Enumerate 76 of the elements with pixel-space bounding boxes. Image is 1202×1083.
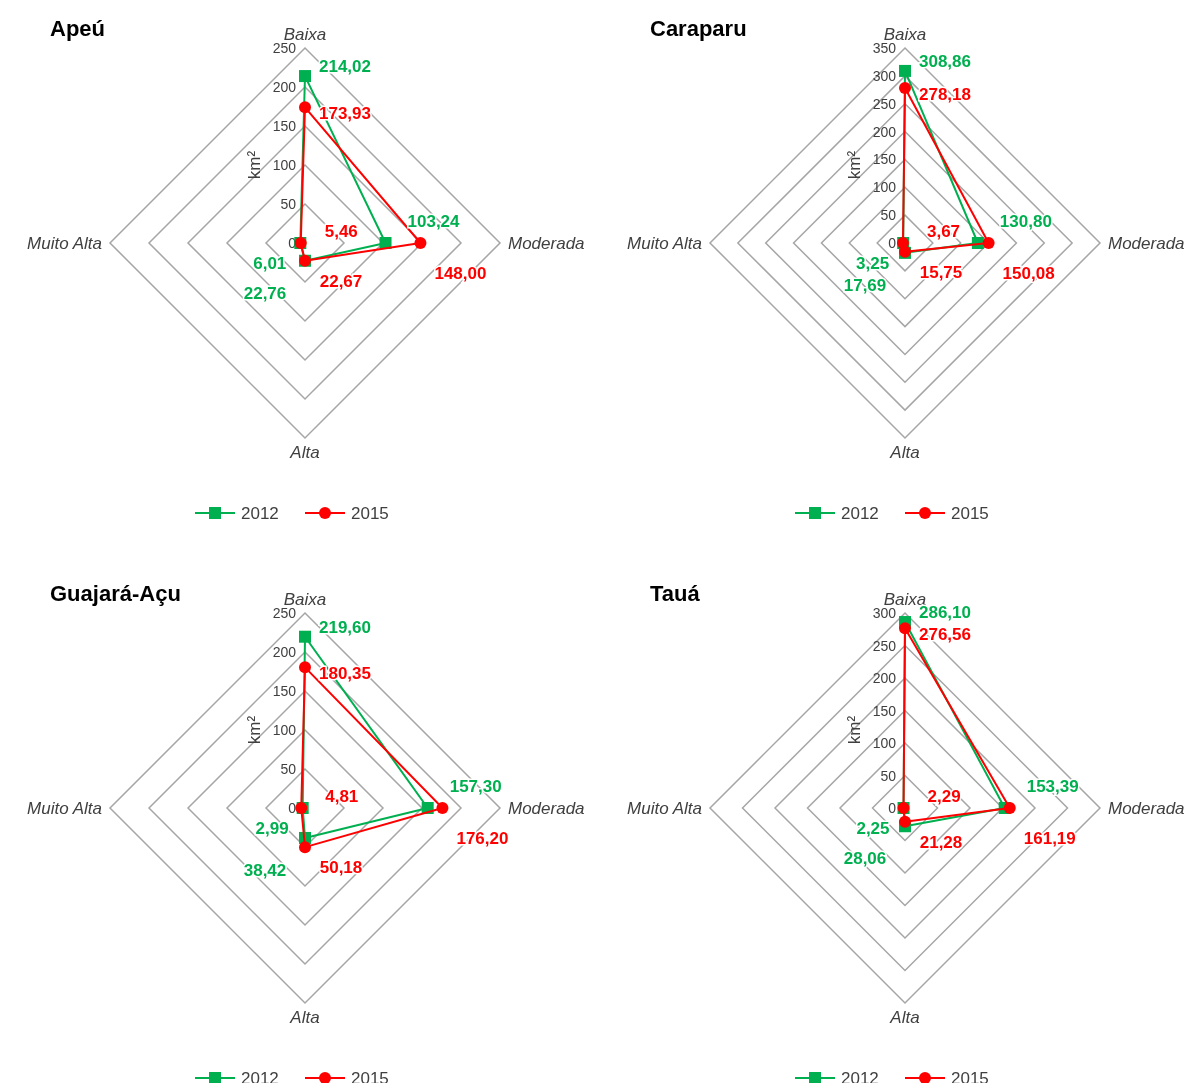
- spoke-label: Alta: [289, 443, 320, 462]
- data-label: 3,25: [856, 254, 890, 273]
- chart-title: Tauá: [650, 581, 701, 606]
- y-tick-label: 50: [280, 761, 297, 777]
- data-label: 4,81: [325, 787, 359, 806]
- y-tick-label: 100: [272, 722, 297, 738]
- data-label: 6,01: [253, 254, 287, 273]
- y-tick-label: 150: [272, 118, 297, 134]
- y-tick-label: 100: [272, 157, 297, 173]
- y-tick-label: 100: [872, 179, 897, 196]
- spoke-label: Muito Alta: [627, 234, 702, 253]
- spoke-label: Muito Alta: [27, 234, 102, 253]
- data-label: 17,69: [843, 275, 887, 295]
- y-tick-label: 50: [880, 767, 897, 784]
- y-tick-label: 200: [272, 79, 297, 95]
- data-label: 22,76: [243, 283, 287, 303]
- chart-title: Guajará-Açu: [50, 581, 181, 606]
- spoke-label: Muito Alta: [627, 799, 702, 818]
- data-label: 28,06: [843, 849, 887, 869]
- y-tick-label: 150: [272, 683, 297, 699]
- y-tick-label: 50: [280, 196, 297, 212]
- spoke-label: Moderada: [508, 799, 585, 818]
- data-label: 148,00: [434, 264, 487, 283]
- legend-label: 2012: [841, 504, 879, 523]
- data-label: 5,46: [324, 222, 358, 241]
- spoke-label: Alta: [889, 443, 920, 462]
- y-tick-label: 250: [872, 637, 897, 654]
- data-label: 3,67: [926, 222, 961, 241]
- y-tick-label: 300: [872, 67, 897, 84]
- data-label: 22,67: [319, 271, 363, 291]
- data-label: 153,39: [1026, 777, 1079, 796]
- data-label: 161,19: [1023, 829, 1076, 848]
- spoke-label: Alta: [289, 1008, 320, 1027]
- data-label: 21,28: [919, 832, 963, 852]
- legend-label: 2015: [951, 504, 989, 523]
- y-tick-label: 50: [880, 207, 897, 224]
- data-label: 214,02: [319, 57, 371, 77]
- spoke-label: Moderada: [1108, 234, 1185, 253]
- data-label: 157,30: [449, 777, 502, 796]
- chart-title: Apeú: [50, 16, 105, 41]
- y-tick-label: 0: [888, 800, 897, 816]
- y-tick-label: 250: [872, 95, 897, 112]
- data-label: 219,60: [319, 617, 371, 637]
- data-label: 103,24: [407, 212, 461, 231]
- y-tick-label: 0: [288, 800, 297, 816]
- data-label: 308,86: [919, 51, 971, 71]
- data-label: 15,75: [919, 262, 963, 282]
- data-label: 2,29: [927, 787, 961, 806]
- text: km²: [245, 150, 264, 180]
- data-label: 276,56: [919, 625, 971, 645]
- data-label: 176,20: [456, 829, 509, 848]
- data-label: 2,25: [856, 819, 890, 838]
- spoke-label: Moderada: [1108, 799, 1185, 818]
- y-tick-label: 150: [872, 151, 897, 168]
- legend-label: 2015: [351, 504, 389, 523]
- y-tick-label: 200: [872, 123, 897, 140]
- legend-label: 2012: [241, 504, 279, 523]
- data-label: 130,80: [999, 212, 1052, 231]
- data-label: 150,08: [1002, 264, 1055, 283]
- text: km²: [245, 715, 264, 745]
- y-tick-label: 200: [272, 644, 297, 660]
- data-label: 2,99: [255, 819, 289, 838]
- data-label: 278,18: [919, 85, 971, 105]
- chart-title: Caraparu: [650, 16, 747, 41]
- spoke-label: Alta: [889, 1008, 920, 1027]
- text: km²: [845, 150, 864, 180]
- spoke-label: Muito Alta: [27, 799, 102, 818]
- y-tick-label: 150: [872, 702, 897, 719]
- spoke-label: Moderada: [508, 234, 585, 253]
- y-tick-label: 200: [872, 670, 897, 686]
- y-tick-label: 100: [872, 735, 897, 751]
- data-label: 50,18: [319, 858, 363, 878]
- text: km²: [845, 715, 864, 745]
- y-tick-label: 0: [888, 235, 897, 251]
- data-label: 38,42: [243, 860, 287, 880]
- y-tick-label: 300: [872, 605, 897, 621]
